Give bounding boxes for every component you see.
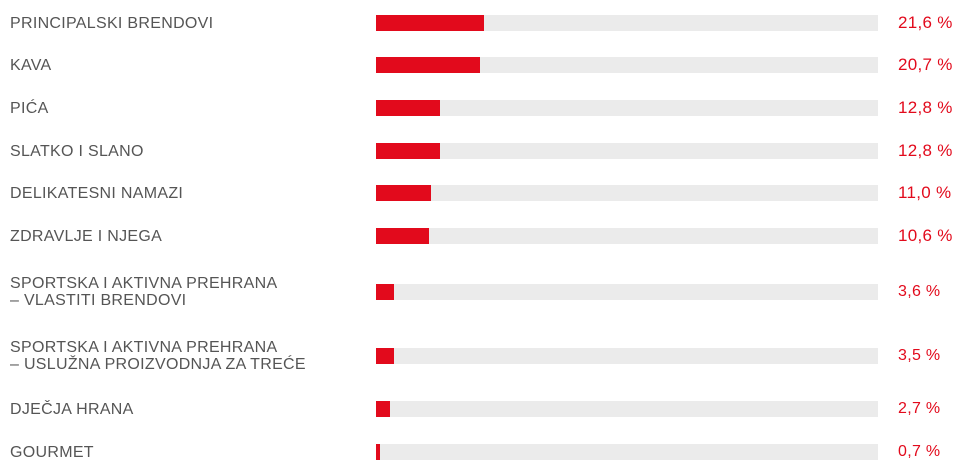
category-label: SLATKO I SLANO	[10, 143, 370, 160]
category-label-line: DELIKATESNI NAMAZI	[10, 184, 184, 202]
bar-track	[376, 228, 878, 244]
category-label-line: – USLUŽNA PROIZVODNJA ZA TREĆE	[10, 356, 306, 373]
bar-track	[376, 57, 878, 73]
category-label: ZDRAVLJE I NJEGA	[10, 228, 370, 245]
value-label: 12,8 %	[898, 98, 953, 117]
value-label: 3,5 %	[898, 347, 941, 364]
value-label: 11,0 %	[898, 183, 952, 202]
bar-fill	[376, 185, 432, 201]
category-label: PRINCIPALSKI BRENDOVI	[10, 15, 370, 32]
category-label-line: KAVA	[10, 56, 52, 74]
bar-fill	[376, 57, 480, 73]
category-label-line: SPORTSKA I AKTIVNA PREHRANA	[10, 275, 278, 292]
category-label: SPORTSKA I AKTIVNA PREHRANA – VLASTITI BR…	[10, 275, 370, 309]
category-label: GOURMET	[10, 444, 370, 461]
bar-fill	[376, 348, 394, 364]
category-label-line: DJEČJA HRANA	[10, 400, 134, 418]
bar-fill	[376, 100, 441, 116]
category-label-line: SLATKO I SLANO	[10, 142, 144, 160]
category-label: DJEČJA HRANA	[10, 401, 370, 418]
bar-track	[376, 348, 878, 364]
value-label: 12,8 %	[898, 141, 953, 160]
category-label: DELIKATESNI NAMAZI	[10, 185, 370, 202]
value-label: 2,7 %	[898, 400, 941, 417]
category-label-line: SPORTSKA I AKTIVNA PREHRANA	[10, 339, 278, 356]
value-label: 0,7 %	[898, 443, 941, 460]
bar-fill	[376, 284, 395, 300]
category-label: PIĆA	[10, 100, 370, 117]
bar-track	[376, 185, 878, 201]
bar-fill	[376, 444, 380, 460]
bar-fill	[376, 401, 390, 417]
category-label-line: GOURMET	[10, 443, 94, 461]
bar-fill	[376, 228, 430, 244]
bar-track	[376, 401, 878, 417]
value-label: 20,7 %	[898, 55, 953, 74]
value-label: 10,6 %	[898, 226, 953, 245]
value-label: 21,6 %	[898, 13, 953, 32]
category-label: KAVA	[10, 57, 370, 74]
category-label-line: ZDRAVLJE I NJEGA	[10, 227, 163, 245]
category-label: SPORTSKA I AKTIVNA PREHRANA – USLUŽNA PRO…	[10, 339, 370, 373]
category-label-line: PRINCIPALSKI BRENDOVI	[10, 14, 214, 32]
bar-track	[376, 100, 878, 116]
category-label-line: – VLASTITI BRENDOVI	[10, 292, 187, 309]
category-label-line: PIĆA	[10, 99, 49, 117]
bar-track	[376, 143, 878, 159]
bar-track	[376, 284, 878, 300]
bar-track	[376, 444, 878, 460]
value-label: 3,6 %	[898, 283, 941, 300]
bar-track	[376, 15, 878, 31]
bar-fill	[376, 15, 485, 31]
bar-fill	[376, 143, 441, 159]
